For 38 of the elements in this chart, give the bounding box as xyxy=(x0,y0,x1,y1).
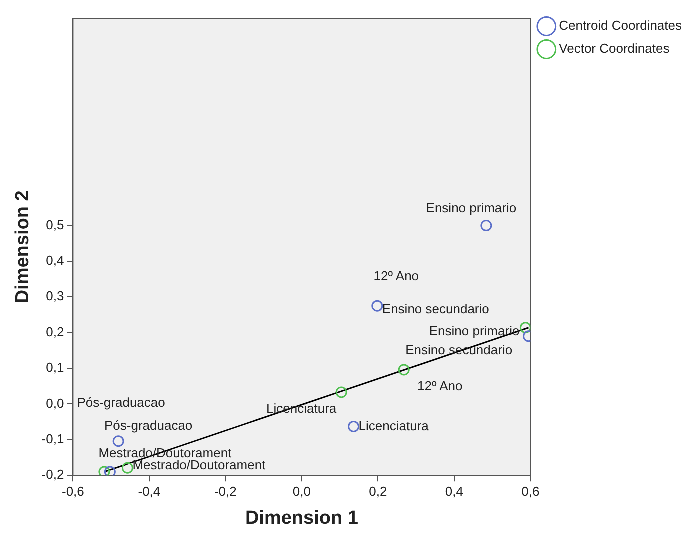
annotation: 12º Ano xyxy=(417,378,463,394)
x-tick-label: 0,6 xyxy=(522,484,540,499)
legend-label: Vector Coordinates xyxy=(559,41,670,56)
annotation: 12º Ano xyxy=(374,268,420,284)
x-axis-title: Dimension 1 xyxy=(245,508,359,529)
y-tick-label: 0,2 xyxy=(46,324,64,340)
y-tick-label: 0,5 xyxy=(46,217,64,232)
legend-label: Centroid Coordinates xyxy=(559,18,682,34)
y-tick-label: 0,3 xyxy=(46,288,64,304)
point xyxy=(480,220,492,232)
point xyxy=(104,466,116,476)
y-tick-label: 0,0 xyxy=(46,396,64,411)
y-axis-title: Dimension 2 xyxy=(12,190,34,304)
annotation: Pós-graduacao xyxy=(104,418,193,433)
point xyxy=(112,436,124,448)
x-tick-label: -0,2 xyxy=(214,484,237,499)
x-tick-label: 0,0 xyxy=(292,484,311,499)
y-tick-label: 0,4 xyxy=(46,253,64,268)
point xyxy=(372,300,384,312)
y-tick-label: -0,1 xyxy=(42,431,64,446)
point xyxy=(122,462,134,474)
point xyxy=(520,322,531,334)
annotation: Mestrado/Doutorament xyxy=(132,458,266,473)
annotation: Licenciatura xyxy=(358,418,430,434)
annotation: Ensino secundario xyxy=(382,302,490,317)
x-tick-label: -0,6 xyxy=(62,484,84,499)
point xyxy=(336,386,348,398)
annotation: Pós-graduacao xyxy=(77,395,166,410)
y-tick-label: -0,2 xyxy=(42,467,64,482)
x-tick-label: 0,4 xyxy=(445,484,464,499)
x-tick-label: 0,2 xyxy=(369,484,388,499)
annotation: Ensino primario xyxy=(429,323,520,338)
point xyxy=(348,420,360,432)
x-tick-label: -0,4 xyxy=(138,484,161,499)
point xyxy=(98,466,110,476)
annotation: Ensino primario xyxy=(426,200,517,216)
y-tick-label: 0,1 xyxy=(46,360,64,376)
point xyxy=(398,364,410,376)
